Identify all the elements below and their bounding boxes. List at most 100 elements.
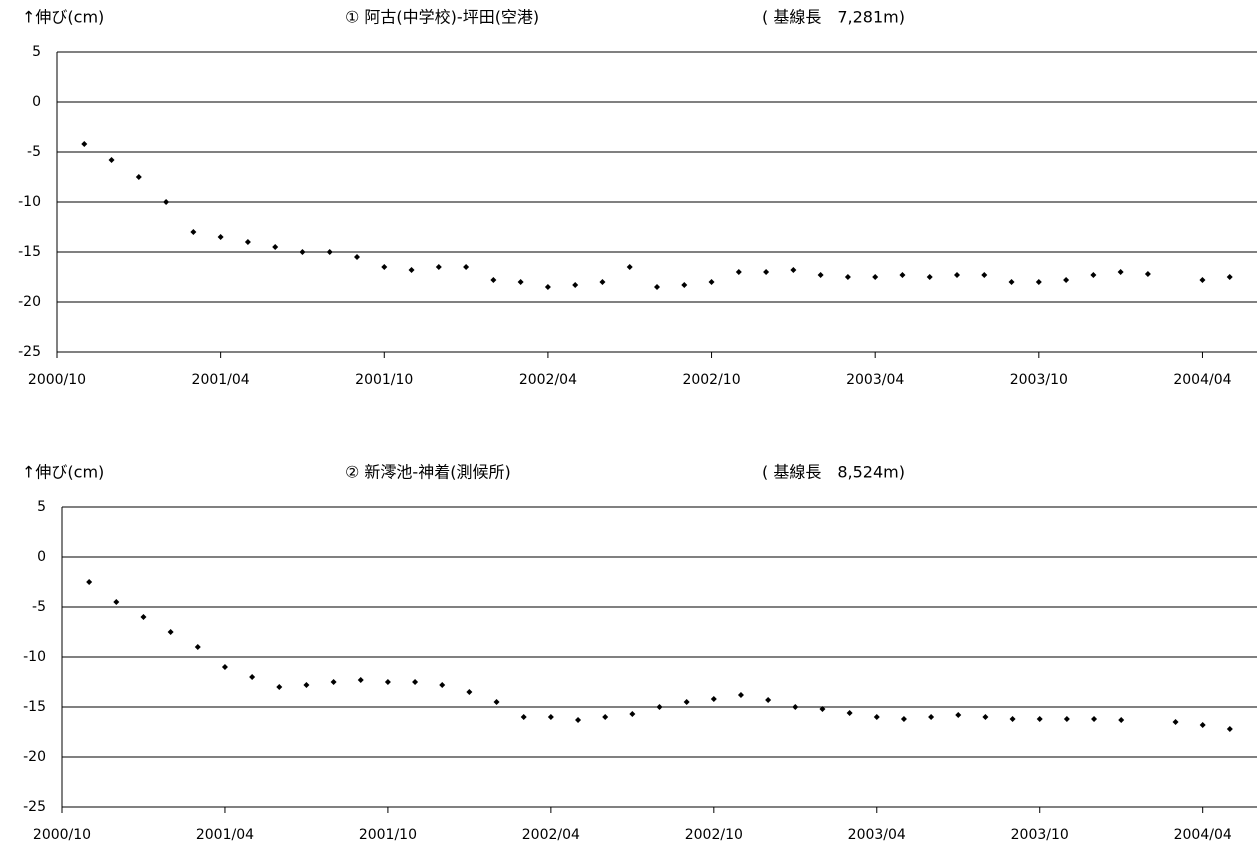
data-point <box>463 264 470 270</box>
data-point <box>547 714 554 720</box>
chart-subtitle: ( 基線長 8,524m) <box>762 463 905 482</box>
y-tick-label: -15 <box>23 699 46 715</box>
data-point <box>629 711 636 717</box>
x-tick-label: 2002/10 <box>682 372 740 388</box>
y-tick-label: 5 <box>37 499 46 515</box>
data-point <box>466 689 473 695</box>
chart-subtitle: ( 基線長 7,281m) <box>762 8 905 27</box>
y-tick-label: 0 <box>32 94 41 110</box>
x-tick-label: 2001/10 <box>355 372 413 388</box>
data-point <box>163 199 170 205</box>
y-tick-label: -10 <box>18 194 41 210</box>
data-point <box>190 229 197 235</box>
data-point <box>544 284 551 290</box>
data-point <box>1008 279 1015 285</box>
data-point <box>572 282 579 288</box>
data-point <box>493 699 500 705</box>
x-tick-label: 2004/04 <box>1174 827 1232 842</box>
data-point <box>412 679 419 685</box>
y-tick-label: -25 <box>23 799 46 815</box>
data-point <box>1063 716 1070 722</box>
data-point <box>626 264 633 270</box>
data-point <box>817 272 824 278</box>
data-point <box>1226 726 1233 732</box>
data-point <box>330 679 337 685</box>
data-point <box>439 682 446 688</box>
data-point <box>217 234 224 240</box>
data-point <box>1199 277 1206 283</box>
data-point <box>575 717 582 723</box>
data-point <box>1090 272 1097 278</box>
data-point <box>108 157 115 163</box>
data-point <box>194 644 201 650</box>
x-tick-label: 2002/04 <box>522 827 580 842</box>
y-axis-label: ↑伸び(cm) <box>22 8 104 27</box>
y-tick-label: 0 <box>37 549 46 565</box>
data-point <box>790 267 797 273</box>
x-tick-label: 2000/10 <box>33 827 91 842</box>
data-point <box>872 274 879 280</box>
x-tick-label: 2001/04 <box>196 827 254 842</box>
y-tick-label: -15 <box>18 244 41 260</box>
data-point <box>357 677 364 683</box>
data-point <box>955 712 962 718</box>
data-point <box>765 697 772 703</box>
data-point <box>140 614 147 620</box>
data-point <box>899 272 906 278</box>
chart-title: ② 新澪池-神着(測候所) <box>345 463 511 482</box>
y-tick-label: -10 <box>23 649 46 665</box>
y-tick-label: -5 <box>32 599 46 615</box>
data-point <box>86 579 93 585</box>
data-point <box>1144 271 1151 277</box>
data-point <box>1063 277 1070 283</box>
data-point <box>792 704 799 710</box>
data-point <box>520 714 527 720</box>
y-tick-label: -20 <box>23 749 46 765</box>
data-point <box>737 692 744 698</box>
data-point <box>654 284 660 290</box>
data-point <box>435 264 442 270</box>
data-point <box>1199 722 1206 728</box>
data-point <box>681 282 688 288</box>
data-point <box>354 254 360 260</box>
data-point <box>135 174 142 180</box>
y-tick-label: -20 <box>18 294 41 310</box>
data-point <box>1172 719 1179 725</box>
data-point <box>221 664 228 670</box>
data-point <box>276 684 283 690</box>
data-point <box>926 274 933 280</box>
data-point <box>683 699 690 705</box>
data-point <box>819 706 826 712</box>
x-tick-label: 2001/10 <box>359 827 417 842</box>
data-point <box>1118 717 1125 723</box>
chart-title: ① 阿古(中学校)-坪田(空港) <box>345 8 539 27</box>
data-point <box>1226 274 1233 280</box>
data-point <box>326 249 333 255</box>
x-tick-label: 2003/10 <box>1011 827 1069 842</box>
data-point <box>384 679 391 685</box>
data-point <box>735 269 742 275</box>
x-tick-label: 2001/04 <box>192 372 250 388</box>
data-point <box>1036 716 1043 722</box>
data-point <box>710 696 717 702</box>
y-tick-label: -25 <box>18 344 41 360</box>
data-point <box>272 244 279 250</box>
data-point <box>1035 279 1042 285</box>
y-tick-label: -5 <box>27 144 41 160</box>
data-point <box>982 714 989 720</box>
x-tick-label: 2002/04 <box>519 372 577 388</box>
data-point <box>656 704 663 710</box>
x-tick-label: 2003/04 <box>846 372 904 388</box>
data-point <box>846 710 853 716</box>
y-tick-label: 5 <box>32 44 41 60</box>
data-point <box>873 714 880 720</box>
data-point <box>81 141 88 147</box>
data-point <box>490 277 497 283</box>
data-point <box>708 279 715 285</box>
x-tick-label: 2000/10 <box>28 372 86 388</box>
data-point <box>249 674 256 680</box>
y-axis-label: ↑伸び(cm) <box>22 463 104 482</box>
data-point <box>517 279 524 285</box>
data-point <box>954 272 960 278</box>
